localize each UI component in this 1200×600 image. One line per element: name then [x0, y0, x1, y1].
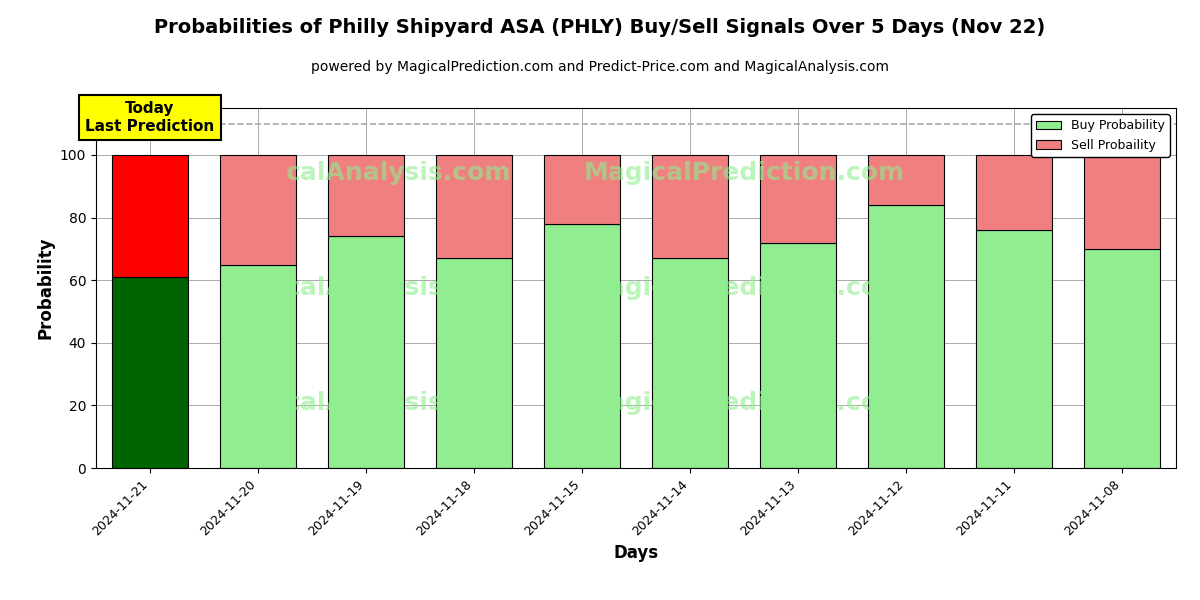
Bar	[221, 265, 296, 468]
Bar	[113, 277, 188, 468]
Bar	[869, 155, 944, 205]
Text: calAnalysis.com: calAnalysis.com	[286, 276, 511, 300]
Bar	[761, 242, 836, 468]
Bar	[977, 230, 1051, 468]
Bar	[545, 155, 619, 224]
Bar	[653, 258, 728, 468]
Legend: Buy Probability, Sell Probaility: Buy Probability, Sell Probaility	[1031, 114, 1170, 157]
Bar	[761, 155, 836, 242]
Bar	[329, 155, 403, 236]
Bar	[869, 205, 944, 468]
Bar	[437, 258, 512, 468]
Bar	[545, 224, 619, 468]
Text: Today
Last Prediction: Today Last Prediction	[85, 101, 215, 134]
Bar	[1085, 155, 1159, 249]
Bar	[437, 155, 512, 258]
Text: calAnalysis.com: calAnalysis.com	[286, 391, 511, 415]
Bar	[221, 155, 296, 265]
Text: MagicalPrediction.com: MagicalPrediction.com	[583, 161, 905, 185]
Y-axis label: Probability: Probability	[36, 237, 54, 339]
Bar	[977, 155, 1051, 230]
Text: MagicalPrediction.com: MagicalPrediction.com	[583, 391, 905, 415]
Text: Probabilities of Philly Shipyard ASA (PHLY) Buy/Sell Signals Over 5 Days (Nov 22: Probabilities of Philly Shipyard ASA (PH…	[155, 18, 1045, 37]
Text: powered by MagicalPrediction.com and Predict-Price.com and MagicalAnalysis.com: powered by MagicalPrediction.com and Pre…	[311, 60, 889, 74]
X-axis label: Days: Days	[613, 544, 659, 562]
Bar	[653, 155, 728, 258]
Bar	[1085, 249, 1159, 468]
Bar	[329, 236, 403, 468]
Text: calAnalysis.com: calAnalysis.com	[286, 161, 511, 185]
Text: MagicalPrediction.com: MagicalPrediction.com	[583, 276, 905, 300]
Bar	[113, 155, 188, 277]
